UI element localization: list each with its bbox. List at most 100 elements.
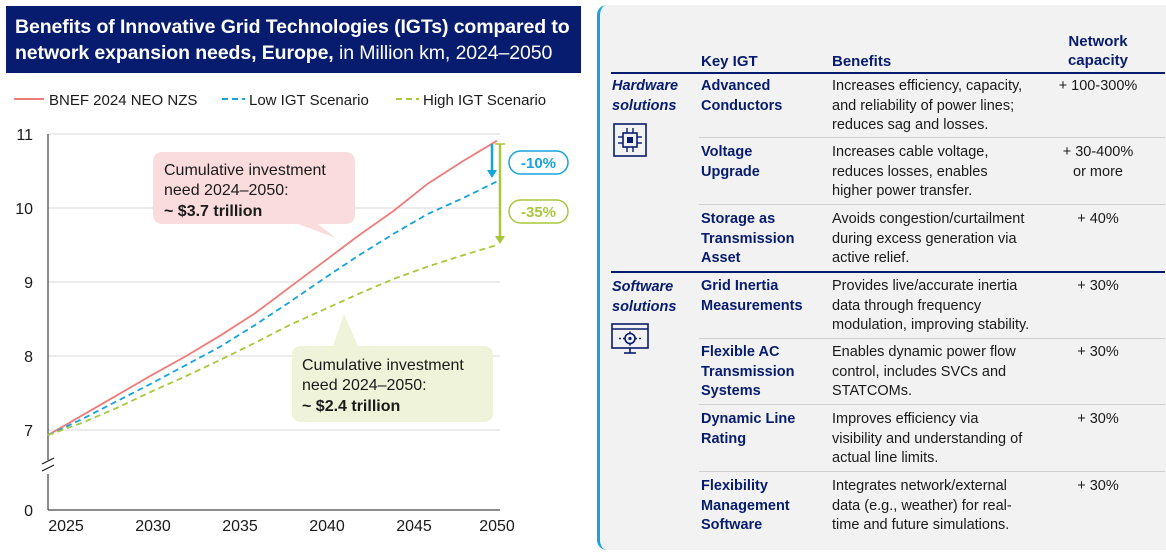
row-facts-name: Flexible AC Transmission Systems — [701, 343, 794, 402]
y-tick-label: 0 — [24, 503, 33, 520]
row-name-line: Dynamic Line — [701, 411, 796, 427]
benefit-line: and reliability of power lines; — [832, 97, 1015, 114]
benefit-line: reduces losses, enables — [832, 163, 988, 180]
callout-bnef-line1: Cumulative investment — [164, 162, 326, 179]
capacity-line: + 30% — [1077, 344, 1119, 360]
benefit-line: active relief. — [832, 250, 910, 266]
row-storage-capacity: + 40% — [1043, 210, 1153, 230]
benefit-line: Avoids congestion/curtailment — [832, 211, 1025, 227]
category-software-line2: solutions — [612, 298, 677, 315]
row-flex-mgmt-name: Flexibility Management Software — [701, 477, 790, 536]
y-tick-label: 11 — [16, 127, 33, 144]
capacity-line: + 40% — [1077, 211, 1119, 227]
row-grid-inertia-capacity: + 30% — [1043, 277, 1153, 297]
chart-title-normal: in Million km, 2024–2050 — [333, 42, 553, 64]
axis-break-mark-2 — [41, 464, 55, 472]
capacity-line: + 30% — [1077, 478, 1119, 494]
callout-high-line2: need 2024–2050: — [302, 377, 427, 394]
series-line-bnef — [47, 139, 498, 436]
y-tick-label: 8 — [24, 349, 33, 366]
x-tick-label: 2050 — [479, 518, 515, 535]
row-name-line: Conductors — [701, 97, 783, 114]
row-advanced-conductors-capacity: + 100-300% — [1043, 77, 1153, 97]
row-storage-name: Storage as Transmission Asset — [701, 210, 794, 269]
row-advanced-conductors-benefit: Increases efficiency, capacity, and reli… — [832, 77, 1022, 136]
category-hardware-label: Hardware solutions — [612, 77, 678, 116]
y-tick-label: 7 — [24, 423, 33, 440]
callout-high-value: ~ $2.4 trillion — [302, 398, 400, 415]
row-name-line: Software — [701, 517, 763, 533]
chip-icon — [613, 123, 647, 157]
series-line-low — [47, 180, 498, 437]
row-flex-mgmt-benefit: Integrates network/external data (e.g., … — [832, 477, 1012, 536]
pct-badge-high-label: -35% — [521, 204, 556, 221]
row-flex-mgmt-capacity: + 30% — [1043, 477, 1153, 497]
benefit-line: Increases efficiency, capacity, — [832, 78, 1023, 94]
capacity-line: + 30% — [1077, 278, 1119, 294]
callout-high: Cumulative investment need 2024–2050: ~ … — [292, 314, 493, 422]
row-name-line: Transmission — [701, 230, 795, 247]
category-hardware-line1: Hardware — [612, 78, 679, 94]
series-layer — [47, 139, 498, 437]
category-software-line1: Software — [612, 279, 674, 295]
benefit-line: during excess generation via — [832, 230, 1017, 247]
row-voltage-upgrade-benefit: Increases cable voltage, reduces losses,… — [832, 143, 988, 202]
x-tick-label: 2040 — [309, 518, 345, 535]
row-name-line: Asset — [701, 250, 741, 266]
callout-bnef: Cumulative investment need 2024–2050: ~ … — [153, 152, 355, 238]
row-name-line: Management — [701, 497, 790, 514]
row-name-line: Systems — [701, 383, 761, 399]
row-divider — [699, 338, 1165, 339]
monitor-gear-icon — [611, 323, 649, 354]
row-name-line: Transmission — [701, 363, 795, 380]
row-name-line: Upgrade — [701, 163, 760, 180]
header-benefits: Benefits — [832, 53, 892, 70]
row-divider — [699, 137, 1165, 138]
y-tick-label: 10 — [15, 201, 33, 218]
capacity-line: + 30% — [1077, 411, 1119, 427]
row-grid-inertia-benefit: Provides live/accurate inertia data thro… — [832, 277, 1029, 336]
callout-bnef-value: ~ $3.7 trillion — [164, 203, 262, 220]
pct-badge-low-bg — [508, 150, 569, 175]
benefit-line: Enables dynamic power flow — [832, 344, 1016, 360]
y-axis — [41, 134, 55, 510]
chart-title-bold: Benefits of Innovative Grid Technologies… — [15, 16, 570, 64]
benefit-line: visibility and understanding of — [832, 430, 1023, 447]
x-tick-label: 2045 — [396, 518, 432, 535]
gridlines — [48, 133, 500, 511]
pct-badge-high-bg — [508, 199, 569, 224]
igt-table-panel: Key IGT Benefits Network capacity Hardwa… — [597, 5, 1166, 550]
header-divider — [611, 72, 1165, 74]
y-tick-label: 9 — [24, 275, 33, 292]
category-divider — [611, 271, 1165, 273]
row-facts-benefit: Enables dynamic power flow control, incl… — [832, 343, 1016, 402]
row-dlr-capacity: + 30% — [1043, 410, 1153, 430]
benefit-line: reduces sag and losses. — [832, 117, 989, 133]
category-hardware-line2: solutions — [612, 97, 677, 114]
axis-break-mark-1 — [41, 457, 55, 465]
row-divider — [699, 204, 1165, 205]
category-software-label: Software solutions — [612, 278, 676, 317]
benefit-line: STATCOMs. — [832, 383, 913, 399]
row-voltage-upgrade-capacity: + 30-400% or more — [1043, 143, 1153, 182]
pct-badge-low-label: -10% — [521, 155, 556, 172]
row-name-line: Grid Inertia — [701, 278, 779, 294]
header-key-igt: Key IGT — [701, 53, 758, 70]
pct-badge-low: -10% — [508, 150, 569, 175]
x-tick-label: 2035 — [222, 518, 258, 535]
benefit-line: data through frequency — [832, 297, 982, 314]
benefit-line: Improves efficiency via — [832, 411, 979, 427]
benefit-line: Provides live/accurate inertia — [832, 278, 1018, 294]
legend-label-bnef: BNEF 2024 NEO NZS — [49, 92, 197, 109]
high-reduction-arrowhead — [495, 236, 505, 244]
row-name-line: Storage as — [701, 211, 776, 227]
row-advanced-conductors-name: Advanced Conductors — [701, 77, 782, 116]
row-name-line: Advanced — [701, 78, 771, 94]
callout-bnef-line2: need 2024–2050: — [164, 182, 289, 199]
row-name-line: Voltage — [701, 144, 753, 160]
callout-high-line1: Cumulative investment — [302, 357, 464, 374]
capacity-line: or more — [1073, 163, 1123, 180]
x-tick-labels: 2025 2030 2035 2040 2045 2050 — [48, 518, 515, 535]
benefit-line: time and future simulations. — [832, 517, 1010, 533]
capacity-line: + 100-300% — [1058, 78, 1138, 94]
